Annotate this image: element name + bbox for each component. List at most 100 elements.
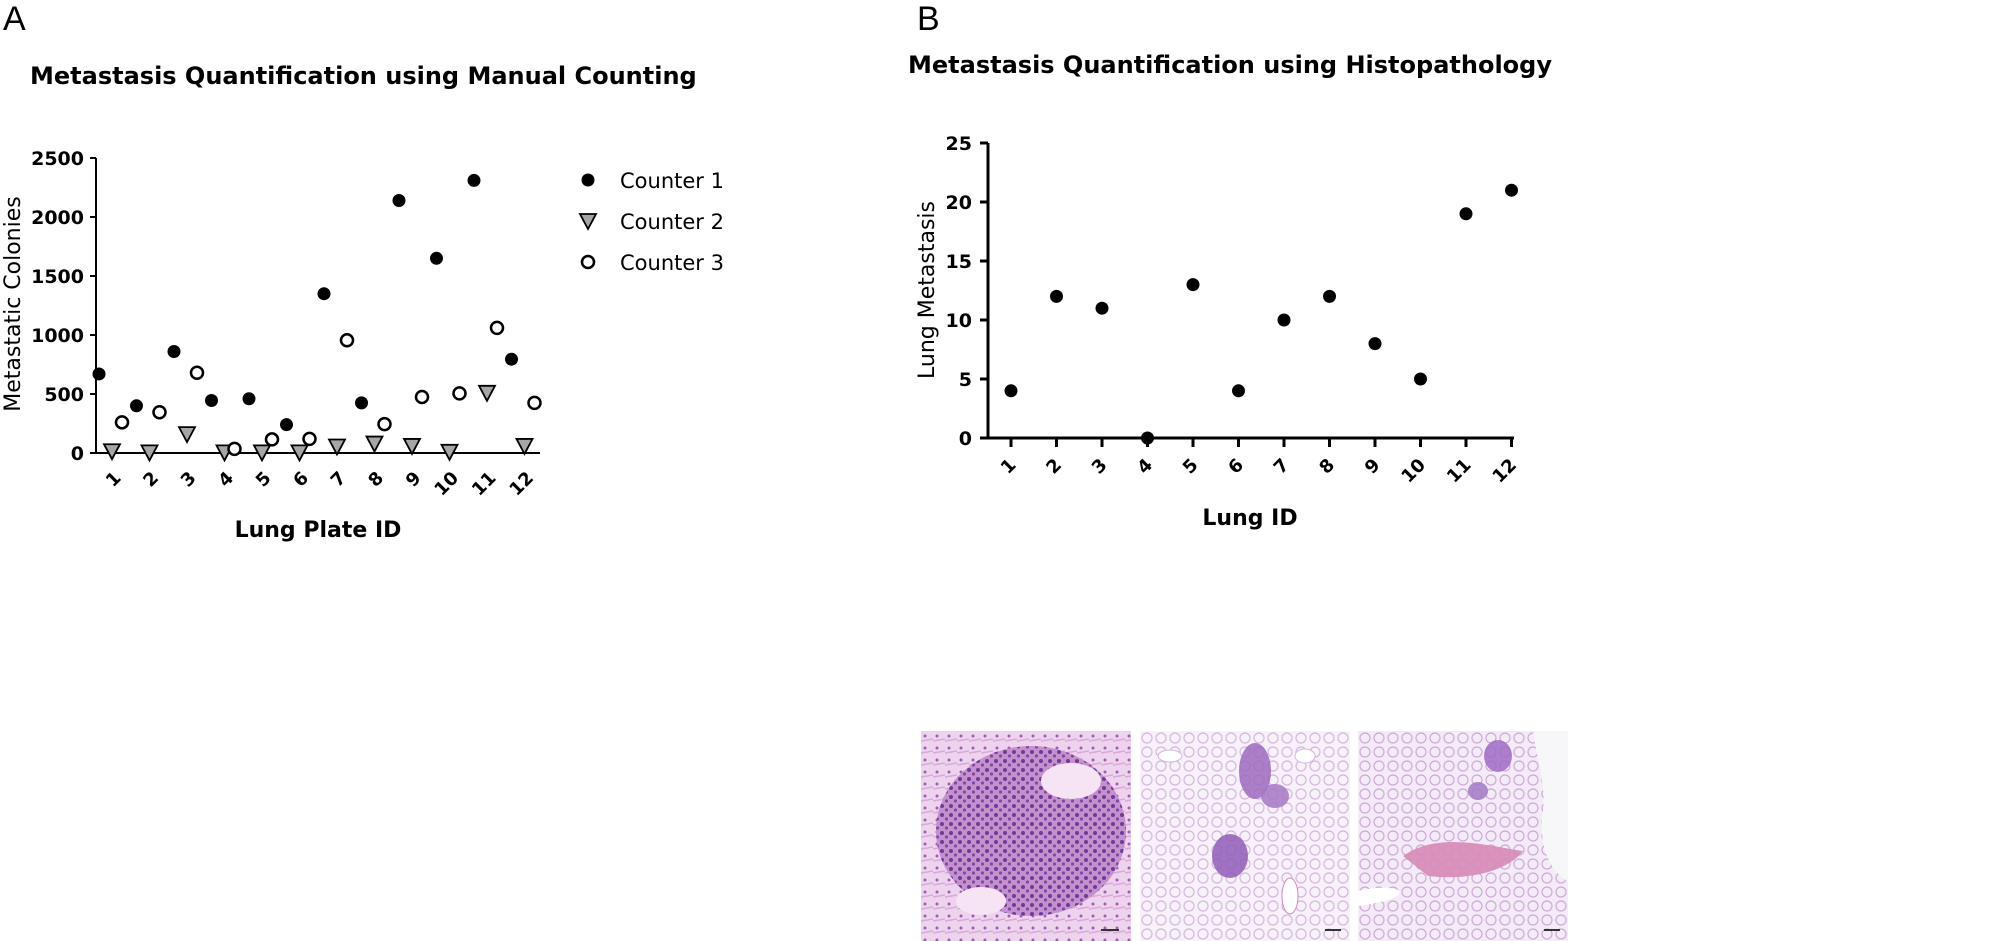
chart-histopathology: Metastasis Quantification using Histopat… <box>908 51 1552 531</box>
chart-b-x-tick-label: 8 <box>1315 455 1339 479</box>
chart-manual-counting: Metastasis Quantification using Manual C… <box>1 62 724 543</box>
chart-a-point-counter-3 <box>527 395 542 411</box>
chart-a-point-counter-1 <box>130 399 143 413</box>
chart-a-x-tick-label: 11 <box>468 468 501 501</box>
chart-a-point-counter-2 <box>252 444 272 463</box>
chart-b-x-tick-label: 3 <box>1088 455 1112 479</box>
histology-image-1 <box>921 731 1131 941</box>
chart-a-point-counter-3 <box>189 365 205 381</box>
chart-b-point <box>1232 384 1245 398</box>
chart-a-x-tick-label: 12 <box>505 468 538 501</box>
chart-a-point-counter-3 <box>377 416 392 432</box>
chart-a-point-counter-2 <box>177 426 197 445</box>
chart-a-point-counter-3 <box>302 431 317 447</box>
chart-b-y-tick-label: 15 <box>946 251 972 273</box>
chart-a-point-counter-1 <box>430 251 443 265</box>
chart-a-point-counter-3 <box>114 415 130 430</box>
chart-b-point <box>1505 183 1518 197</box>
chart-a-ylabel: Metastatic Colonies <box>1 196 26 411</box>
chart-a-point-counter-2 <box>327 438 347 457</box>
chart-a-point-counter-3 <box>227 441 242 457</box>
chart-a-x-tick-label: 4 <box>214 468 238 492</box>
chart-a-point-counter-1 <box>242 392 256 406</box>
chart-b-y-tick-label: 10 <box>946 310 972 332</box>
chart-a-legend: Counter 1 Counter 2 Counter 3 <box>578 169 724 275</box>
chart-a-point-counter-3 <box>339 333 355 348</box>
chart-b-xlabel: Lung ID <box>1202 506 1297 531</box>
chart-a-point-counter-2 <box>515 438 534 456</box>
chart-a-point-counter-2 <box>365 435 384 454</box>
chart-b-x-tick-label: 6 <box>1224 455 1248 479</box>
chart-b-x-tick-label: 5 <box>1179 455 1203 479</box>
chart-b-point <box>1323 289 1336 303</box>
chart-a-point-counter-1 <box>280 418 293 432</box>
chart-b-y-tick-label: 5 <box>959 369 972 391</box>
chart-b-point <box>1459 207 1473 221</box>
legend-label-counter-3: Counter 3 <box>620 251 724 275</box>
chart-b-x-tick-label: 2 <box>1042 455 1066 479</box>
histology-image-3 <box>1358 731 1568 941</box>
chart-b-x-tick-label: 1 <box>997 455 1021 479</box>
panel-label-b: B <box>917 0 940 38</box>
chart-a-point-counter-1 <box>355 396 368 410</box>
chart-a-xlabel: Lung Plate ID <box>235 518 402 543</box>
chart-a-x-tick-label: 3 <box>177 468 201 492</box>
chart-b-x-tick-label: 9 <box>1361 455 1385 479</box>
chart-b-x-tick-label: 10 <box>1397 455 1430 488</box>
chart-a-point-counter-2 <box>290 444 309 463</box>
chart-b-y-tick-label: 20 <box>946 192 972 214</box>
chart-b-x-tick-label: 11 <box>1443 455 1476 488</box>
chart-b-point <box>1186 278 1200 292</box>
chart-a-point-counter-2 <box>102 443 122 462</box>
chart-b-ylabel: Lung Metastasis <box>915 201 940 379</box>
chart-a-x-tick-label: 9 <box>402 468 426 492</box>
histology-image-2 <box>1140 731 1350 941</box>
chart-a-x-tick-label: 5 <box>252 468 276 492</box>
legend-marker-counter-2 <box>578 213 598 231</box>
chart-b-point <box>1004 384 1018 398</box>
chart-b-point <box>1095 301 1109 315</box>
chart-a-point-counter-1 <box>317 287 331 301</box>
chart-a-title: Metastasis Quantification using Manual C… <box>30 62 697 90</box>
chart-b-point <box>1368 337 1382 351</box>
chart-a-point-counter-3 <box>452 386 467 401</box>
legend-label-counter-1: Counter 1 <box>620 169 724 193</box>
chart-a-y-tick-label: 500 <box>44 384 84 406</box>
chart-a-x-tick-label: 1 <box>102 468 126 492</box>
chart-a-point-counter-1 <box>505 352 518 366</box>
chart-a-point-counter-2 <box>440 443 459 462</box>
chart-a-point-counter-2 <box>477 384 497 403</box>
chart-a-point-counter-3 <box>414 389 430 405</box>
chart-b-point <box>1414 372 1427 386</box>
chart-b-x-tick-label: 7 <box>1270 455 1294 479</box>
chart-a-point-counter-1 <box>92 367 106 381</box>
chart-a-point-counter-2 <box>140 444 159 463</box>
chart-a-y-tick-label: 1500 <box>31 266 84 288</box>
chart-a-y-tick-label: 2500 <box>31 148 84 170</box>
chart-a-x-tick-label: 7 <box>327 468 351 492</box>
chart-a-point-counter-3 <box>264 432 280 447</box>
chart-a-point-counter-1 <box>392 193 406 207</box>
chart-a-y-tick-label: 0 <box>71 443 84 465</box>
chart-a-x-tick-label: 10 <box>430 468 463 501</box>
chart-b-y-tick-label: 0 <box>959 428 972 450</box>
chart-a-point-counter-1 <box>467 173 481 187</box>
panel-label-a: A <box>3 0 26 38</box>
legend-marker-counter-1 <box>581 173 595 187</box>
chart-b-point <box>1277 313 1291 327</box>
chart-b-x-tick-label: 4 <box>1133 455 1157 479</box>
chart-a-y-tick-label: 2000 <box>31 207 84 229</box>
chart-a-point-counter-3 <box>152 405 167 420</box>
chart-a-x-tick-label: 8 <box>364 468 388 492</box>
chart-b-title: Metastasis Quantification using Histopat… <box>908 51 1552 79</box>
chart-a-x-tick-label: 6 <box>289 468 313 492</box>
chart-b-y-tick-label: 25 <box>946 133 972 155</box>
chart-a-point-counter-1 <box>167 345 181 359</box>
legend-label-counter-2: Counter 2 <box>620 210 724 234</box>
chart-a-point-counter-1 <box>205 393 218 407</box>
chart-a-x-tick-label: 2 <box>139 468 163 492</box>
chart-b-point <box>1050 289 1063 303</box>
chart-a-y-tick-label: 1000 <box>31 325 84 347</box>
chart-b-x-tick-label: 12 <box>1488 455 1521 488</box>
legend-marker-counter-3 <box>580 254 596 270</box>
